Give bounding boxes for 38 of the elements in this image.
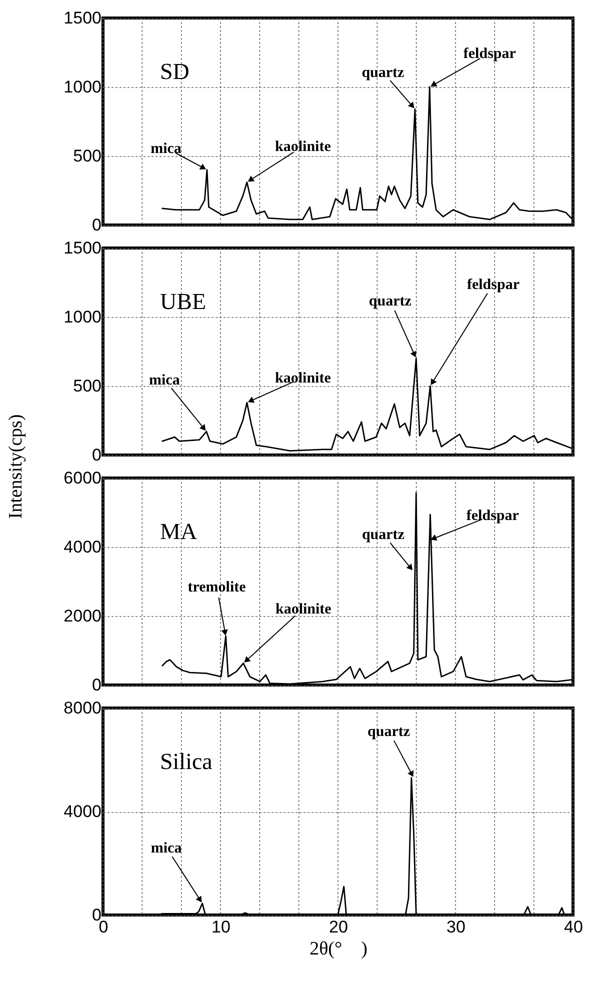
annotation: mica [150, 840, 182, 856]
y-tick-label: 2000 [64, 606, 102, 626]
y-tick-label: 1500 [64, 238, 102, 258]
annotation: feldspar [466, 277, 520, 293]
y-tick-label: 6000 [64, 468, 102, 488]
y-tick-label: 0 [92, 446, 102, 464]
x-tick-label: 30 [446, 918, 466, 936]
annotation: kaolinite [275, 370, 332, 387]
annotation: quartz [368, 724, 410, 740]
y-tick-label: 1000 [64, 308, 102, 326]
y-tick-label: 0 [92, 676, 102, 694]
y-axis-title: Intensity(cps) [6, 414, 26, 519]
annotation: quartz [362, 65, 405, 82]
y-tick-label: 500 [73, 146, 102, 166]
annotation: UBE [160, 289, 206, 314]
annotation: quartz [368, 293, 412, 310]
annotation: MA [160, 519, 198, 544]
annotation: kaolinite [275, 139, 332, 156]
y-tick-label: 8000 [64, 698, 102, 718]
y-tick-label: 1000 [64, 78, 102, 96]
annotation: feldspar [463, 46, 516, 62]
y-tick-label: 500 [73, 376, 102, 396]
y-tick-label: 4000 [64, 538, 102, 556]
y-tick-label: 1500 [64, 8, 102, 28]
annotation: Silica [160, 749, 212, 774]
x-tick-label: 40 [564, 918, 583, 936]
y-tick-label: 0 [92, 216, 102, 234]
annotation: tremolite [188, 580, 246, 596]
annotation: mica [148, 372, 180, 389]
x-tick-label: 10 [212, 918, 230, 936]
x-tick-label: 20 [329, 918, 348, 936]
annotation: mica [150, 140, 182, 157]
annotation: quartz [362, 527, 405, 544]
y-tick-label: 4000 [64, 802, 102, 821]
annotation: kaolinite [275, 601, 332, 618]
annotation: SD [160, 59, 190, 84]
annotation: feldspar [466, 508, 520, 524]
x-axis-title: 2θ(° ) [310, 938, 368, 960]
